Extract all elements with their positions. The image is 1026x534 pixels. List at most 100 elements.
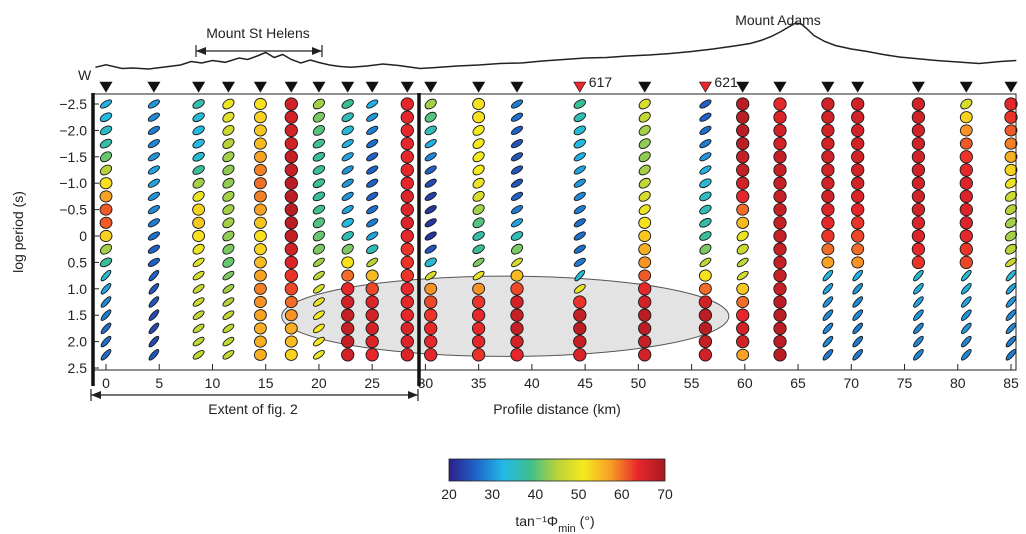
phase-tensor-ellipse: [959, 255, 973, 270]
station-column-15: [698, 99, 713, 362]
phase-tensor-ellipse: [192, 203, 206, 216]
phase-tensor-ellipse: [736, 150, 750, 164]
conductor-highlight-ellipse: [281, 275, 730, 357]
station-column-9: [400, 97, 414, 362]
phase-tensor-ellipse: [913, 335, 924, 348]
phase-tensor-ellipse: [736, 216, 750, 229]
phase-tensor-ellipse: [736, 295, 750, 309]
phase-tensor-ellipse: [638, 191, 651, 202]
phase-tensor-ellipse: [773, 242, 787, 256]
phase-tensor-ellipse: [851, 229, 865, 243]
phase-tensor-ellipse: [424, 244, 437, 254]
phase-tensor-ellipse: [773, 334, 787, 349]
phase-tensor-ellipse: [147, 152, 160, 162]
phase-tensor-ellipse: [312, 98, 325, 110]
phase-tensor-ellipse: [192, 297, 205, 307]
phase-tensor-ellipse: [99, 177, 113, 190]
y-tick-label: 1.0: [68, 281, 88, 297]
phase-tensor-ellipse: [736, 230, 749, 242]
colorbar-tick-label: 50: [571, 486, 587, 502]
station-column-17: [773, 97, 787, 362]
phase-tensor-ellipse: [510, 178, 524, 188]
phase-tensor-ellipse: [424, 165, 437, 175]
phase-tensor-ellipse: [911, 189, 926, 204]
phase-tensor-ellipse: [424, 111, 437, 123]
phase-tensor-ellipse: [222, 350, 235, 360]
phase-tensor-ellipse: [773, 282, 787, 296]
phase-tensor-ellipse: [341, 205, 354, 215]
phase-tensor-ellipse: [472, 191, 485, 202]
phase-tensor-ellipse: [851, 163, 865, 177]
phase-tensor-ellipse: [400, 255, 414, 270]
phase-tensor-ellipse: [851, 202, 865, 217]
phase-tensor-ellipse: [638, 151, 651, 163]
phase-tensor-ellipse: [253, 124, 267, 137]
phase-tensor-ellipse: [99, 190, 113, 203]
phase-tensor-ellipse: [736, 321, 750, 336]
phase-tensor-ellipse: [1005, 335, 1017, 348]
x-tick-label: 35: [471, 375, 487, 391]
phase-tensor-ellipse: [471, 348, 486, 362]
phase-tensor-ellipse: [638, 216, 652, 229]
phase-tensor-ellipse: [573, 334, 587, 349]
station-column-1: [147, 99, 160, 361]
colorbar-tick-label: 70: [657, 486, 673, 502]
phase-tensor-ellipse: [424, 178, 437, 188]
phase-tensor-ellipse: [736, 110, 750, 124]
phase-tensor-ellipse: [284, 282, 298, 296]
phase-tensor-ellipse: [699, 231, 712, 241]
station-marker: [400, 81, 414, 93]
phase-tensor-ellipse: [312, 217, 325, 229]
phase-tensor-ellipse: [100, 322, 112, 335]
phase-tensor-ellipse: [222, 243, 235, 255]
phase-tensor-ellipse: [400, 308, 414, 322]
phase-tensor-ellipse: [821, 123, 835, 138]
phase-tensor-ellipse: [472, 204, 485, 215]
station-column-4: [253, 97, 267, 361]
phase-tensor-ellipse: [510, 152, 524, 162]
phase-tensor-ellipse: [312, 191, 326, 202]
phase-tensor-ellipse: [573, 257, 586, 267]
phase-tensor-ellipse: [312, 230, 325, 242]
phase-tensor-ellipse: [192, 270, 205, 281]
phase-tensor-ellipse: [959, 163, 973, 177]
phase-tensor-ellipse: [960, 322, 972, 335]
colorbar-tick-label: 30: [484, 486, 500, 502]
y-tick-label: −2.5: [59, 96, 87, 112]
phase-tensor-ellipse: [147, 191, 160, 201]
phase-tensor-ellipse: [400, 216, 414, 230]
phase-tensor-ellipse: [222, 191, 235, 202]
phase-tensor-ellipse: [736, 203, 750, 216]
phase-tensor-ellipse: [851, 243, 865, 256]
phase-tensor-ellipse: [510, 125, 524, 135]
phase-tensor-ellipse: [312, 284, 325, 294]
phase-tensor-ellipse: [99, 112, 113, 123]
y-tick-label: 1.5: [68, 307, 88, 323]
phase-tensor-ellipse: [366, 125, 379, 135]
phase-tensor-ellipse: [192, 243, 205, 255]
phase-tensor-ellipse: [192, 257, 205, 268]
phase-tensor-ellipse: [400, 202, 414, 217]
phase-tensor-ellipse: [222, 323, 235, 334]
phase-tensor-ellipse: [510, 348, 524, 362]
phase-tensor-ellipse: [821, 202, 835, 217]
phase-tensor-ellipse: [638, 334, 652, 349]
phase-tensor-ellipse: [638, 256, 652, 269]
phase-tensor-ellipse: [341, 321, 355, 336]
phase-tensor-ellipse: [192, 138, 205, 149]
x-tick-label: 55: [684, 375, 700, 391]
phase-tensor-ellipse: [100, 349, 112, 361]
station-column-11: [471, 97, 486, 362]
phase-tensor-ellipse: [773, 216, 787, 230]
phase-tensor-ellipse: [192, 310, 205, 320]
phase-tensor-ellipse: [284, 123, 298, 138]
station-marker: [253, 81, 267, 93]
phase-tensor-ellipse: [253, 335, 267, 348]
phase-tensor-ellipse: [851, 256, 865, 269]
phase-tensor-ellipse: [573, 321, 587, 336]
phase-tensor-ellipse: [148, 335, 160, 348]
phase-tensor-ellipse: [959, 202, 973, 217]
phase-tensor-ellipse: [913, 322, 924, 335]
phase-tensor-ellipse: [471, 334, 486, 349]
